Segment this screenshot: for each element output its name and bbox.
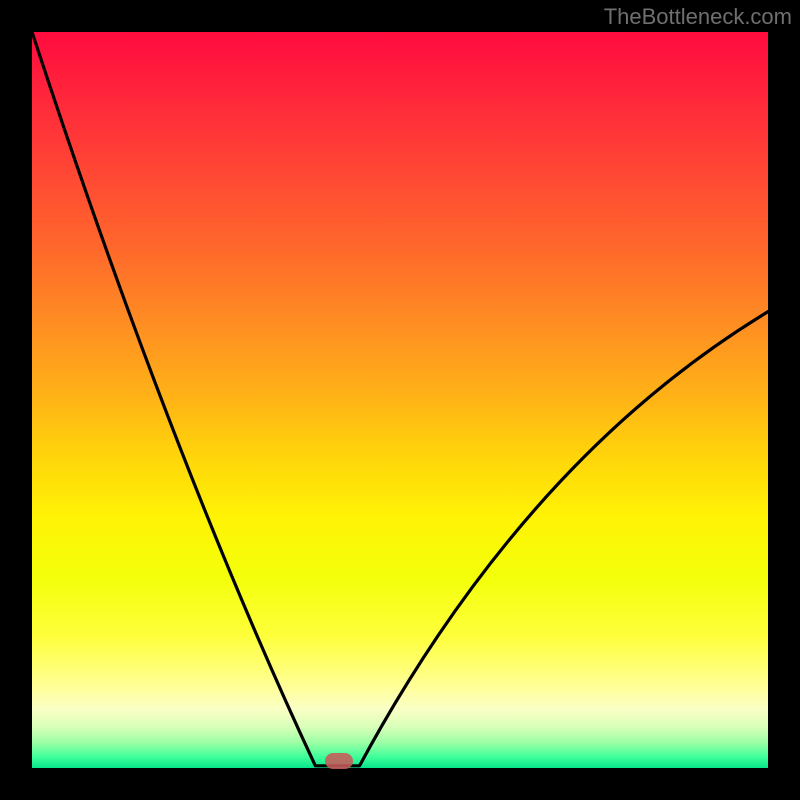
outer-frame: TheBottleneck.com: [0, 0, 800, 800]
watermark-text: TheBottleneck.com: [604, 4, 792, 30]
optimum-marker: [325, 753, 353, 769]
bottleneck-curve: [32, 32, 768, 768]
plot-area: [32, 32, 768, 768]
